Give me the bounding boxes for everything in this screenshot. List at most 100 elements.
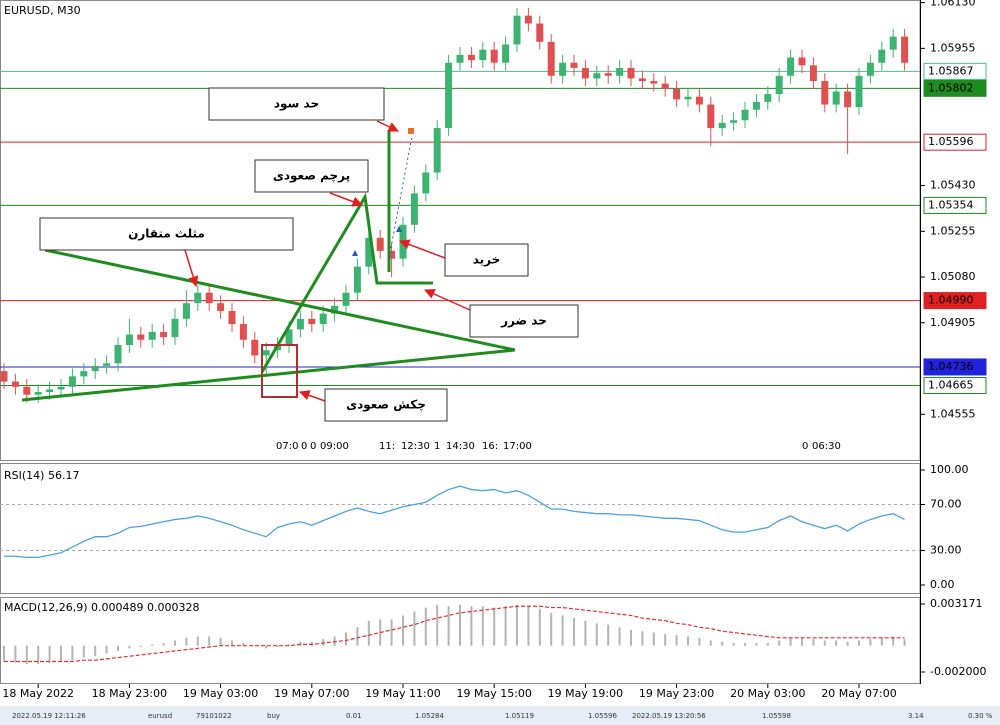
rsi-title: RSI(14) 56.17 — [4, 469, 79, 482]
status-bar — [0, 706, 1000, 725]
candle-body — [730, 120, 738, 123]
candle-body — [80, 371, 88, 377]
candle-body — [410, 193, 418, 225]
candle-body — [821, 81, 829, 105]
macd-bar — [333, 636, 336, 646]
macd-bar — [584, 620, 587, 646]
status-text: eurusd — [148, 712, 172, 720]
level-label-box — [923, 62, 987, 80]
macd-bar — [607, 624, 610, 646]
annotation: خرید — [473, 253, 501, 267]
candle-body — [673, 88, 681, 100]
level-label: 1.04736 — [928, 360, 974, 373]
macd-bar — [641, 631, 644, 646]
candle-body — [798, 57, 806, 66]
level-label: 1.05596 — [928, 135, 974, 148]
candle-body — [707, 104, 715, 129]
candle-body — [445, 62, 453, 129]
candle-body — [239, 324, 247, 340]
status-text: 2022.05.19 12:11:26 — [12, 712, 86, 720]
levels: 1.05867 1.05802 1.05596 1.05354 1.04990 1.047… — [0, 62, 987, 395]
macd-bar — [402, 615, 404, 646]
level-label-box — [923, 196, 987, 214]
triangle-upper — [44, 248, 516, 352]
triangle-lower — [21, 348, 516, 402]
macd-bar — [744, 643, 746, 646]
macd-bar — [242, 643, 245, 646]
candle-body — [741, 109, 749, 121]
annotation-box — [39, 217, 294, 251]
macd-bar — [789, 637, 792, 646]
macd-bar — [732, 643, 735, 646]
candle-body — [490, 49, 498, 63]
candle-body — [433, 128, 441, 173]
y-tick-label: 70.00 — [930, 498, 962, 511]
macd-bar — [208, 636, 211, 646]
candle-body — [91, 365, 99, 372]
candle-body — [536, 23, 544, 42]
time-mark: 0 — [310, 441, 316, 452]
candle-body — [194, 292, 202, 304]
annotation-box — [469, 304, 579, 338]
macd-bar — [858, 640, 860, 646]
macd-bar — [367, 620, 370, 646]
y-tick-label: 0.003171 — [930, 597, 983, 610]
macd-bar — [561, 615, 564, 646]
candle-body — [296, 318, 304, 330]
candle-body — [752, 101, 760, 110]
y-tick-label: 1.05255 — [930, 224, 976, 237]
status-text: 1.05284 — [415, 712, 444, 720]
annotation-box — [444, 243, 529, 277]
tp-marker — [408, 128, 414, 134]
candle-body — [388, 250, 396, 259]
candle-body — [103, 363, 111, 366]
x-tick-label: 18 May 23:00 — [92, 687, 167, 700]
candle-body — [228, 311, 236, 325]
hammer-box — [261, 344, 298, 398]
macd-bar — [892, 636, 895, 646]
macd-bar — [823, 640, 826, 646]
macd-bar — [766, 643, 769, 646]
macd-bar — [253, 645, 256, 647]
arrow — [399, 239, 446, 259]
macd-bar — [196, 636, 199, 646]
x-tick-label: 18 May 2022 — [2, 687, 74, 700]
candle-body — [604, 73, 612, 76]
y-tick-label: 1.06130 — [930, 0, 976, 9]
macd-bar — [630, 629, 632, 646]
annotation-box — [208, 87, 385, 121]
macd-bar — [356, 627, 359, 646]
y-tick-label: 1.05080 — [930, 270, 976, 283]
candle-body — [114, 345, 122, 364]
candle-body — [866, 62, 874, 76]
macd-bar — [162, 643, 165, 646]
arrow — [376, 120, 399, 132]
macd-bar — [3, 645, 5, 662]
candle-body — [855, 75, 863, 108]
macd-bar — [117, 645, 119, 651]
macd-bar — [94, 645, 97, 657]
macd-bar — [504, 606, 507, 646]
status-text: 3.14 — [908, 712, 924, 720]
level-label-box — [923, 133, 987, 151]
macd-bar — [755, 643, 758, 646]
status-text: 2022.05.19 13:20:56 — [632, 712, 706, 720]
time-mark: 1 — [434, 441, 440, 452]
candle-body — [889, 36, 897, 50]
candle-body — [160, 331, 168, 338]
time-mark: 06:30 — [812, 441, 841, 452]
macd-bar — [481, 606, 484, 646]
candle-body — [467, 54, 475, 61]
x-tick-label: 19 May 07:00 — [274, 687, 349, 700]
macd-bar — [322, 639, 325, 646]
candle-body — [764, 94, 772, 102]
candle-body — [695, 96, 703, 105]
candle-body — [68, 376, 76, 387]
level-label: 1.05802 — [928, 81, 974, 94]
macd-bar — [801, 637, 803, 646]
candle-body — [46, 389, 54, 393]
macd-bar — [835, 640, 838, 646]
annotation-box — [254, 159, 369, 193]
candle-body — [217, 303, 225, 312]
